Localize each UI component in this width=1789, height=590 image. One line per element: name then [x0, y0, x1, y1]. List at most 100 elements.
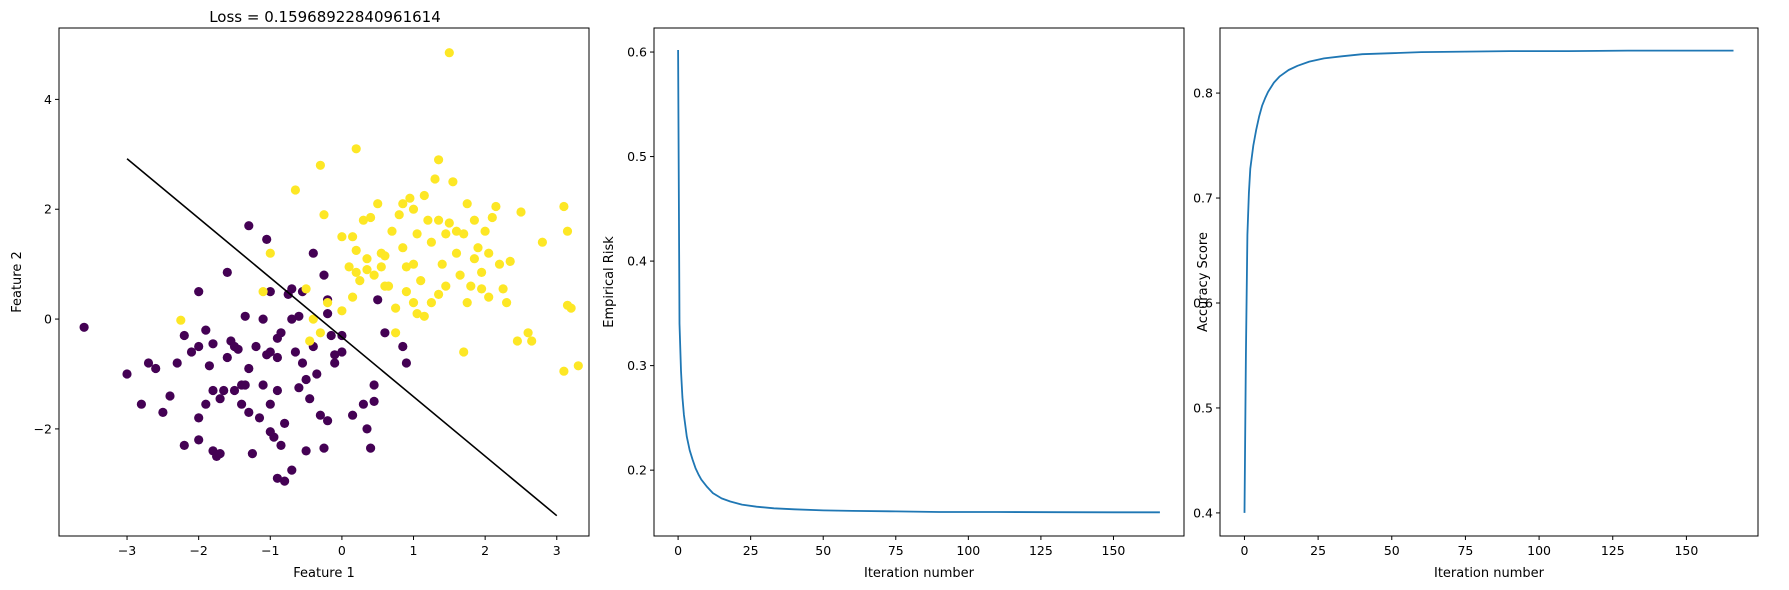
class-1-point [566, 303, 576, 313]
class-0-point [348, 410, 358, 420]
class-1-point [562, 226, 573, 236]
class-1-point [423, 215, 433, 225]
class-1-point [362, 254, 372, 264]
y-tick-label: −2 [34, 421, 52, 436]
class-0-point [301, 374, 311, 385]
tick-layer: −3 −2 −1 0 1 2 3 −2 0 2 4 [34, 92, 561, 558]
y-axis-label: Accuracy Score [1196, 232, 1211, 332]
class-0-point [244, 363, 254, 374]
class-0-point [315, 410, 325, 420]
class-1-point [434, 155, 444, 165]
axes-frame [1219, 27, 1759, 537]
class-1-point [376, 262, 386, 272]
class-0-point [254, 413, 265, 423]
class-0-point [172, 358, 182, 368]
class-0-point [312, 369, 322, 379]
scatter-panel: Loss = 0.15968922840961614 −3 −2 −1 0 1 2 3 −2 0… [10, 8, 590, 581]
class-0-point [219, 385, 229, 396]
class-1-point [290, 185, 300, 195]
class-0-point [305, 394, 315, 404]
class-0-point [215, 394, 225, 404]
x-tick-label: 0 [674, 543, 682, 558]
class-1-point [412, 309, 422, 319]
risk-panel: 0 25 50 75 100 125 150 0.2 0.3 0.4 0.5 0.6 Iteratio… [602, 27, 1185, 581]
class-1-point [502, 298, 512, 308]
x-tick-label: 100 [956, 543, 980, 558]
class-1-point [301, 284, 311, 294]
class-1-point [351, 245, 361, 255]
class-1-point [473, 243, 483, 253]
class-1-point [323, 298, 333, 308]
class-1-point [512, 336, 523, 346]
class-1-point [348, 292, 358, 302]
x-tick-label: 100 [1527, 543, 1551, 558]
class-0-point [201, 399, 211, 409]
class-1-point [337, 232, 347, 242]
x-tick-label: 25 [743, 543, 759, 558]
y-tick-label: 0.8 [1193, 86, 1213, 101]
class-0-point [215, 449, 225, 459]
class-1-point [391, 303, 401, 313]
class-0-point [194, 413, 204, 423]
x-tick-label: −3 [118, 543, 136, 558]
class-0-point [186, 347, 197, 357]
class-0-point [337, 330, 347, 341]
class-1-point [419, 190, 429, 201]
class-0-point [297, 358, 308, 368]
plot-area [677, 49, 1160, 514]
class-1-point [348, 232, 358, 242]
x-tick-label: −2 [189, 543, 207, 558]
class-1-point [351, 267, 361, 277]
class-1-point [451, 226, 462, 236]
class-1-point [315, 328, 325, 338]
class-1-point [434, 215, 444, 225]
x-tick-label: 75 [1457, 543, 1473, 558]
axes-frame [58, 27, 590, 537]
class-0-point [151, 363, 161, 374]
class-0-point [265, 427, 275, 437]
class-1-point [380, 251, 390, 261]
class-0-point [290, 347, 300, 357]
class-0-point [369, 380, 379, 390]
class-0-point [337, 347, 347, 357]
class-1-point [494, 259, 505, 269]
class-1-point [344, 262, 354, 272]
class-1-point [362, 265, 372, 275]
class-1-point [484, 292, 494, 302]
class-0-point [262, 234, 272, 244]
x-tick-label: 75 [888, 543, 904, 558]
class-1-point [426, 298, 436, 308]
class-0-point [366, 443, 376, 453]
plot-area [1243, 49, 1734, 513]
class-0-point [287, 465, 297, 475]
x-axis-label: Iteration number [1434, 566, 1545, 581]
class-1-point [469, 254, 479, 264]
class-0-point [287, 284, 297, 294]
class-0-point [326, 330, 336, 341]
class-0-point [165, 391, 175, 401]
class-1-point [366, 212, 376, 223]
class-1-point [405, 193, 415, 203]
class-0-point [201, 325, 211, 335]
class-0-point [240, 311, 250, 321]
class-1-point [462, 298, 472, 308]
x-tick-label: 3 [553, 543, 561, 558]
class-0-point [79, 322, 89, 332]
class-0-point [265, 399, 275, 409]
class-1-point [441, 229, 451, 239]
class-0-point [401, 358, 411, 368]
class-1-point [441, 281, 451, 291]
class-1-point [491, 201, 501, 212]
y-tick-label: 0.5 [1193, 400, 1213, 415]
class-0-point [222, 267, 232, 277]
class-1-point [469, 215, 479, 225]
class-1-point [369, 270, 379, 280]
class-1-point [358, 215, 368, 225]
class-0-point [244, 221, 254, 231]
class-1-point [401, 287, 411, 297]
x-tick-label: 50 [1384, 543, 1400, 558]
class-1-point [459, 347, 469, 357]
class-1-point [391, 328, 401, 338]
class-1-point [573, 361, 583, 371]
